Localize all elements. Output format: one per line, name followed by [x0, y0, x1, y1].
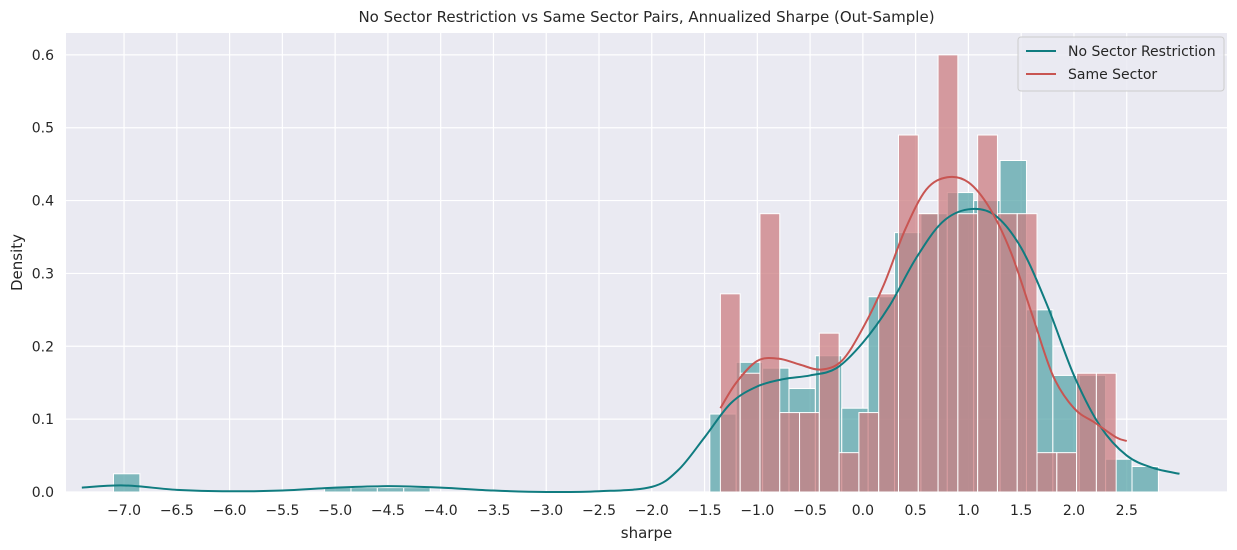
- histogram-bar: [838, 452, 860, 493]
- x-axis-ticks: −7.0 −6.5 −6.0 −5.5 −5.0 −4.5 −4.0 −3.5 −3.0 −2.5…: [107, 503, 1138, 519]
- y-tick-label: 0.1: [32, 412, 54, 428]
- x-tick-label: 0.5: [905, 503, 927, 519]
- histogram-bar: [376, 487, 405, 493]
- x-tick-label: −0.5: [793, 503, 827, 519]
- x-tick-label: −4.5: [371, 503, 405, 519]
- x-tick-label: −2.0: [635, 503, 669, 519]
- histogram-bar: [878, 293, 899, 493]
- bars-same-sector: [719, 54, 1117, 493]
- histogram-bar: [1036, 452, 1058, 493]
- histogram-bar: [350, 487, 378, 493]
- kde-lines: [81, 175, 1180, 494]
- kde-line-no-sector-restriction: [81, 207, 1180, 494]
- y-axis-ticks: 0.0 0.1 0.2 0.3 0.4 0.5 0.6: [32, 48, 54, 501]
- histogram-bar: [818, 332, 840, 493]
- legend-box: [1017, 36, 1225, 92]
- y-tick-label: 0.2: [32, 339, 54, 355]
- histogram-bar: [1056, 452, 1078, 493]
- histogram-bars: [112, 54, 1159, 493]
- histogram-bar: [403, 487, 431, 493]
- x-tick-label: −3.5: [476, 503, 510, 519]
- histogram-bar: [957, 213, 979, 493]
- x-tick-label: −5.0: [318, 503, 352, 519]
- histogram-bar: [1095, 372, 1117, 493]
- histogram-bar: [1131, 466, 1159, 493]
- y-tick-label: 0.5: [32, 121, 54, 137]
- histogram-bar: [759, 213, 781, 493]
- x-tick-label: −1.5: [688, 503, 722, 519]
- x-tick-label: 2.5: [1116, 503, 1138, 519]
- histogram-bar: [858, 412, 880, 493]
- x-tick-label: −4.0: [424, 503, 458, 519]
- histogram-bar: [739, 372, 761, 493]
- histogram-bar: [897, 134, 919, 493]
- y-tick-label: 0.3: [32, 266, 54, 282]
- y-axis-label: Density: [8, 234, 26, 291]
- x-tick-label: −6.0: [213, 503, 247, 519]
- x-tick-label: −6.5: [160, 503, 194, 519]
- y-tick-label: 0.4: [32, 194, 54, 210]
- histogram-bar: [937, 54, 959, 493]
- kde-line-same-sector: [719, 175, 1128, 442]
- legend-label-same-sector: Same Sector: [1068, 67, 1157, 83]
- y-tick-label: 0.6: [32, 48, 54, 64]
- histogram-bar: [917, 213, 939, 493]
- y-tick-label: 0.0: [32, 485, 54, 501]
- x-axis-label: sharpe: [621, 524, 672, 542]
- x-tick-label: −7.0: [107, 503, 141, 519]
- chart-title: No Sector Restriction vs Same Sector Pai…: [358, 8, 934, 26]
- histogram-bar: [779, 412, 801, 493]
- x-tick-label: 0.0: [852, 503, 874, 519]
- histogram-bar: [996, 213, 1018, 493]
- x-tick-label: −3.0: [529, 503, 563, 519]
- histogram-bar: [1016, 213, 1038, 493]
- legend: No Sector Restriction Same Sector: [1017, 36, 1225, 92]
- x-tick-label: 1.0: [957, 503, 979, 519]
- histogram-bar: [977, 134, 998, 493]
- x-tick-label: −5.5: [265, 503, 299, 519]
- x-tick-label: 1.5: [1010, 503, 1032, 519]
- x-tick-label: 2.0: [1063, 503, 1085, 519]
- legend-label-no-sector-restriction: No Sector Restriction: [1068, 44, 1216, 60]
- histogram-bar: [112, 473, 141, 493]
- histogram-bar: [799, 412, 820, 493]
- x-tick-label: −2.5: [582, 503, 616, 519]
- x-tick-label: −1.0: [740, 503, 774, 519]
- histogram-bar: [1076, 372, 1097, 493]
